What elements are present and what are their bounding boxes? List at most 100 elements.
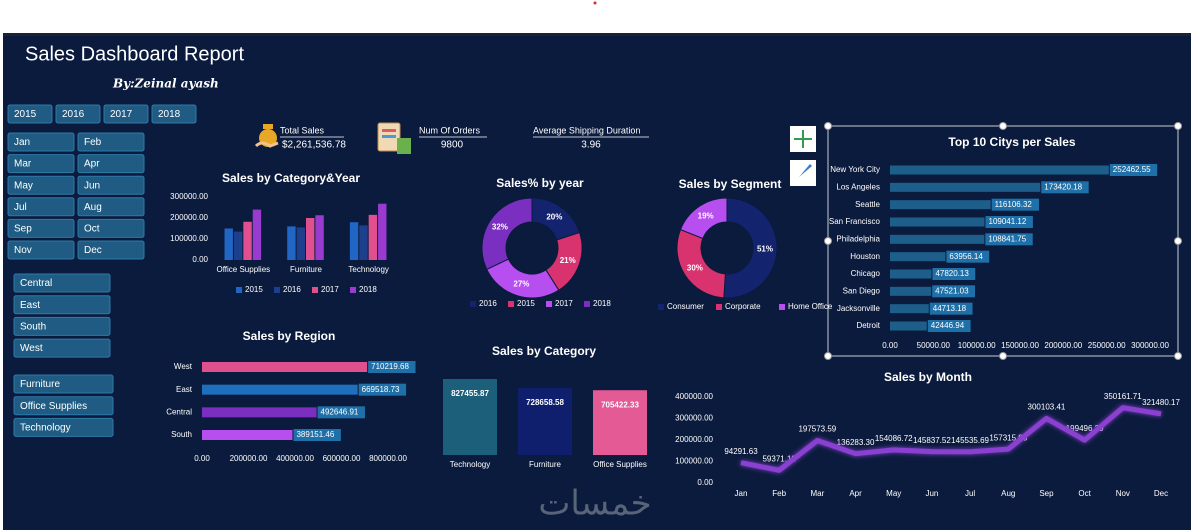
x-tick-label: Apr [849,489,862,498]
slicer-label[interactable]: Central [20,278,52,289]
slicer-label[interactable]: Sep [14,224,32,235]
slicer-label[interactable]: East [20,300,40,311]
y-tick-label: New York City [830,165,880,174]
data-label: 59371.12 [762,454,796,463]
y-tick-label: Los Angeles [836,182,880,191]
kpi-value: $2,261,536.78 [282,140,346,151]
x-tick-label: Office Supplies [593,460,647,469]
slicer-label[interactable]: Apr [84,159,100,170]
slicer-button[interactable] [7,240,75,260]
legend-swatch [312,287,318,293]
slicer-label[interactable]: 2015 [14,109,37,120]
y-tick-label: South [171,430,192,439]
slicer-button[interactable] [77,218,145,238]
bar [890,321,927,331]
slicer-label[interactable]: 2018 [158,109,181,120]
slicer-button[interactable] [7,197,75,217]
slicer-button[interactable] [151,104,197,124]
slicer-label[interactable]: May [14,180,33,191]
y-tick-label: 100000.00 [170,234,208,243]
slicer-button[interactable] [103,104,149,124]
slicer-label[interactable]: Furniture [20,379,60,390]
legend-label: 2015 [245,285,263,294]
chart-title: Sales by Category [492,344,596,358]
slicer-button[interactable] [77,197,145,217]
data-label: 492646.91 [321,407,359,416]
data-label-box [1109,164,1158,176]
y-tick-label: 400000.00 [675,392,713,401]
slicer-button[interactable] [13,417,114,437]
slicer-button[interactable] [13,396,114,416]
hand [254,141,279,148]
data-label-box [368,361,416,373]
slicer-button[interactable] [13,316,111,336]
bar [252,209,262,260]
slicer-label[interactable]: Dec [84,245,102,256]
data-label: 19% [698,212,714,221]
slicer-label[interactable]: 2016 [62,109,85,120]
slicer-label[interactable]: Nov [14,245,32,256]
slicer-label[interactable]: Oct [84,224,100,235]
bar [890,182,1041,192]
chart-title: Top 10 Citys per Sales [948,135,1075,149]
bar [368,214,378,260]
data-label: 136283.30 [837,438,875,447]
x-tick-label: 200000.00 [230,454,268,463]
slicer-button[interactable] [77,154,145,174]
slicer-label[interactable]: Jan [14,137,30,148]
slicer-label[interactable]: Jul [14,202,27,213]
handle [824,352,832,360]
top-border [3,33,1191,36]
legend-label: 2018 [359,285,377,294]
slicer-button[interactable] [7,104,53,124]
slicer-label[interactable]: Aug [84,202,102,213]
slicer-button[interactable] [77,175,145,195]
slicer-button[interactable] [55,104,101,124]
handle [999,352,1007,360]
legend-swatch [508,301,514,307]
data-label: 157315.93 [989,433,1027,442]
bar [202,430,293,440]
x-tick-label: 300000.00 [1131,341,1169,350]
slicer-button[interactable] [13,273,111,293]
x-tick-label: 100000.00 [958,341,996,350]
slicer-button[interactable] [77,132,145,152]
slicer-label[interactable]: 2017 [110,109,133,120]
slicer-label[interactable]: Jun [84,180,100,191]
slicer-button[interactable] [13,338,111,358]
data-label: 47521.03 [935,286,969,295]
y-tick-label: East [176,385,193,394]
data-label-box [985,233,1033,246]
slicer-button[interactable] [7,218,75,238]
x-tick-label: Technology [450,460,490,469]
slicer-button[interactable] [7,175,75,195]
kpi-value: 9800 [441,140,464,151]
bar [224,228,233,260]
line2 [382,135,396,138]
bar [296,227,305,260]
slicer-label[interactable]: Mar [14,159,32,170]
slicer-button[interactable] [7,154,75,174]
slicer-label[interactable]: Technology [20,423,71,434]
data-label: 42446.94 [931,321,965,330]
slicer-label[interactable]: South [20,322,46,333]
x-tick-label: Jul [965,489,975,498]
data-label: 199496.29 [1066,424,1104,433]
slicer-button[interactable] [77,240,145,260]
donut-slice [679,197,728,240]
donut-slice [723,197,778,299]
data-label: 32% [492,223,508,232]
slicer-button[interactable] [13,295,111,315]
data-label: 154086.72 [875,434,913,443]
y-tick-label: Houston [850,252,880,261]
legend-swatch [350,287,356,293]
slicer-label[interactable]: Office Supplies [20,401,87,412]
bar [593,390,647,455]
slicer-button[interactable] [13,374,114,394]
slicer-label[interactable]: Feb [84,137,102,148]
bar [890,304,929,314]
legend-swatch [716,304,722,310]
slicer-label[interactable]: West [20,343,43,354]
bar [306,218,315,260]
slicer-button[interactable] [7,132,75,152]
